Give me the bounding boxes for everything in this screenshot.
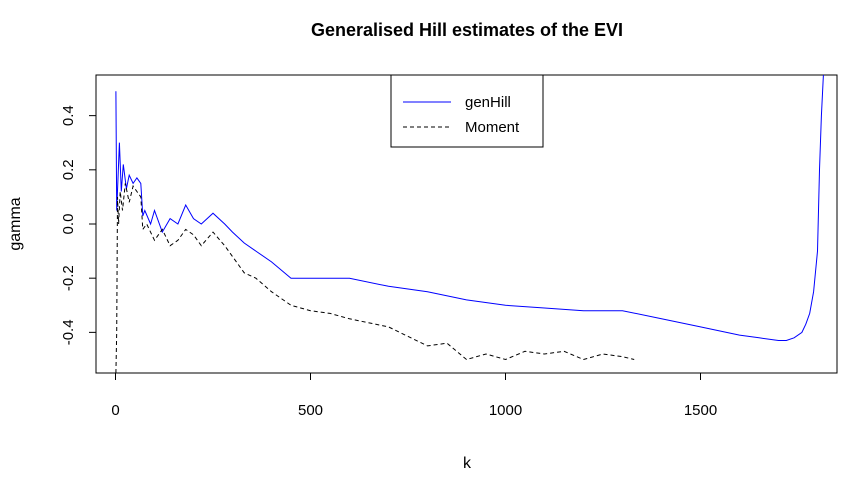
series-line-moment — [115, 183, 635, 373]
legend: genHill Moment — [390, 74, 544, 148]
legend-genhill-label: genHill — [465, 94, 511, 111]
series-line-genhill — [115, 75, 824, 341]
x-tick-label: 1500 — [684, 402, 717, 419]
chart-title: Generalised Hill estimates of the EVI — [311, 20, 623, 40]
y-tick-label: 0.2 — [60, 159, 77, 180]
x-tick-label: 1000 — [489, 402, 522, 419]
series-layer — [115, 75, 824, 373]
y-tick-label: 0.4 — [60, 105, 77, 126]
y-tick-label: -0.2 — [60, 265, 77, 291]
y-axis-label: gamma — [7, 197, 24, 250]
x-axis: 0 500 1000 1500 — [111, 373, 717, 419]
x-tick-label: 0 — [111, 402, 119, 419]
legend-moment-label: Moment — [465, 119, 520, 136]
y-tick-label: -0.4 — [60, 319, 77, 345]
x-tick-label: 500 — [298, 402, 323, 419]
y-tick-label: 0.0 — [60, 214, 77, 235]
x-axis-label: k — [463, 455, 472, 472]
legend-box — [390, 74, 544, 148]
y-axis: -0.4 -0.2 0.0 0.2 0.4 — [60, 105, 96, 345]
